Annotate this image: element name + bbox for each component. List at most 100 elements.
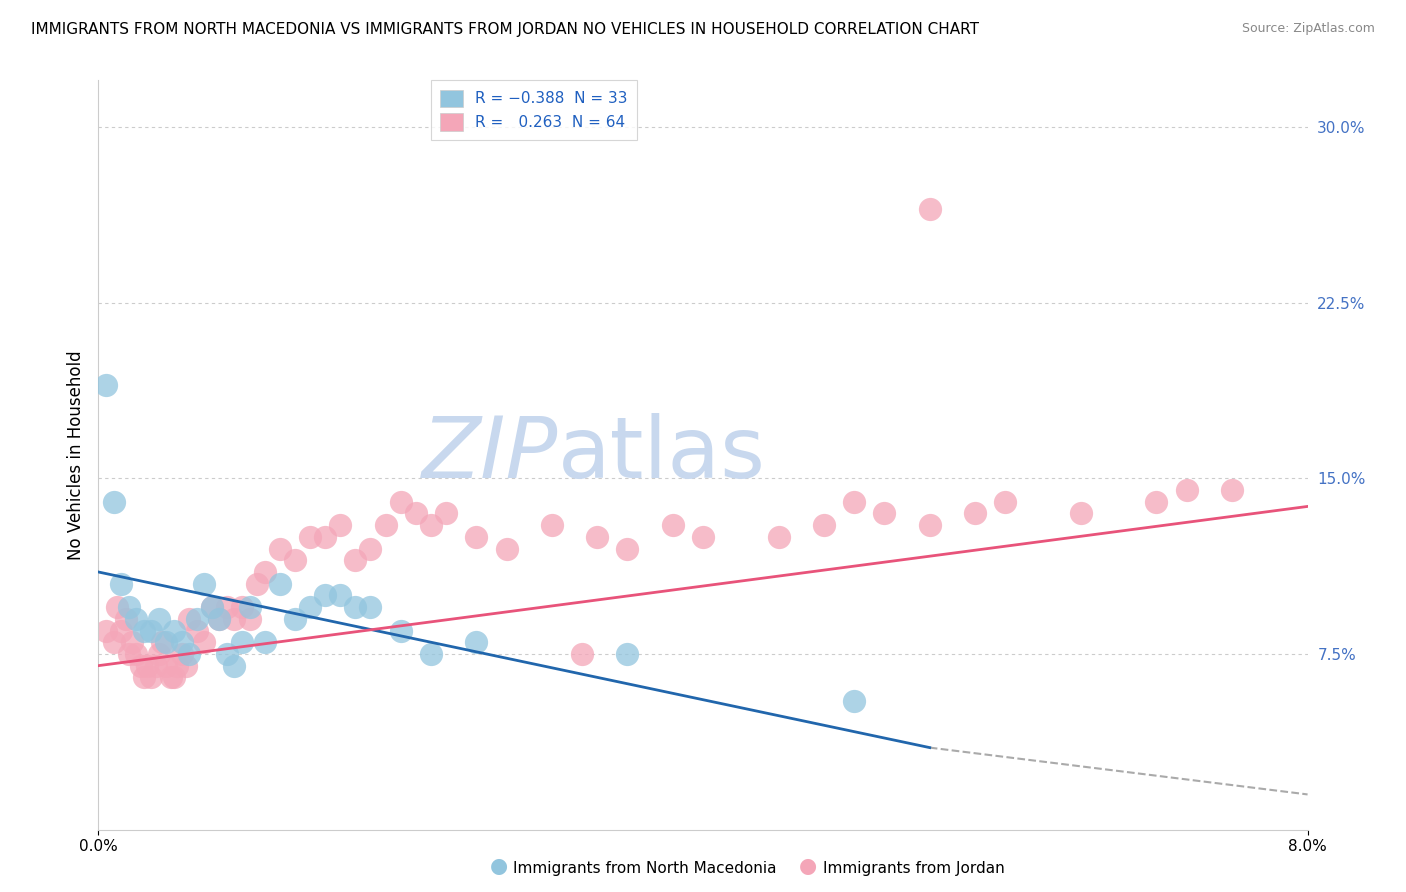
Point: [284, 612, 307, 626]
Point: [132, 670, 155, 684]
Point: [208, 612, 231, 626]
Point: [114, 612, 136, 626]
Y-axis label: No Vehicles in Household: No Vehicles in Household: [66, 350, 84, 560]
Text: Source: ZipAtlas.com: Source: ZipAtlas.com: [1241, 22, 1375, 36]
Point: [179, 647, 201, 661]
Point: [844, 694, 866, 708]
Point: [103, 635, 125, 649]
Point: [540, 518, 562, 533]
Point: [389, 624, 412, 638]
Point: [768, 530, 790, 544]
Point: [148, 647, 170, 661]
Point: [1220, 483, 1243, 497]
Point: [344, 600, 367, 615]
Point: [94, 624, 117, 638]
Point: [193, 635, 215, 649]
Point: [1175, 483, 1198, 497]
Point: [246, 576, 269, 591]
Point: [215, 600, 238, 615]
Point: [253, 635, 276, 649]
Point: [284, 553, 307, 567]
Point: [141, 624, 163, 638]
Point: [344, 553, 367, 567]
Point: [465, 530, 488, 544]
Point: [813, 518, 835, 533]
Point: [94, 377, 117, 392]
Point: [918, 202, 941, 216]
Point: [661, 518, 683, 533]
Text: ●: ●: [800, 856, 817, 876]
Point: [148, 612, 170, 626]
Point: [150, 635, 173, 649]
Point: [269, 541, 291, 556]
Legend: R = −0.388  N = 33, R =  0.263  N = 64: R = −0.388 N = 33, R = 0.263 N = 64: [430, 80, 637, 140]
Point: [170, 635, 193, 649]
Text: IMMIGRANTS FROM NORTH MACEDONIA VS IMMIGRANTS FROM JORDAN NO VEHICLES IN HOUSEHO: IMMIGRANTS FROM NORTH MACEDONIA VS IMMIG…: [31, 22, 979, 37]
Point: [186, 624, 208, 638]
Point: [253, 565, 276, 579]
Point: [434, 507, 457, 521]
Point: [231, 635, 253, 649]
Point: [186, 612, 208, 626]
Point: [125, 612, 148, 626]
Point: [110, 624, 132, 638]
Point: [994, 494, 1017, 508]
Point: [873, 507, 896, 521]
Point: [314, 589, 336, 603]
Point: [329, 589, 352, 603]
Point: [1070, 507, 1092, 521]
Point: [105, 600, 128, 615]
Point: [299, 530, 322, 544]
Point: [193, 576, 215, 591]
Point: [208, 612, 231, 626]
Point: [571, 647, 593, 661]
Point: [360, 600, 382, 615]
Point: [163, 624, 186, 638]
Point: [360, 541, 382, 556]
Point: [201, 600, 224, 615]
Point: [155, 658, 177, 673]
Point: [179, 612, 201, 626]
Point: [616, 647, 638, 661]
Point: [692, 530, 714, 544]
Point: [586, 530, 609, 544]
Point: [163, 670, 186, 684]
Point: [495, 541, 517, 556]
Point: [201, 600, 224, 615]
Point: [844, 494, 866, 508]
Point: [170, 647, 193, 661]
Point: [166, 658, 188, 673]
Point: [215, 647, 238, 661]
Point: [239, 612, 262, 626]
Point: [239, 600, 262, 615]
Point: [121, 635, 143, 649]
Point: [374, 518, 396, 533]
Point: [224, 612, 246, 626]
Point: [174, 658, 197, 673]
Point: [141, 670, 163, 684]
Text: ZIP: ZIP: [422, 413, 558, 497]
Point: [231, 600, 253, 615]
Point: [420, 647, 443, 661]
Point: [135, 658, 157, 673]
Point: [269, 576, 291, 591]
Point: [965, 507, 987, 521]
Point: [405, 507, 427, 521]
Point: [389, 494, 412, 508]
Point: [110, 576, 132, 591]
Point: [616, 541, 638, 556]
Point: [129, 658, 152, 673]
Point: [118, 600, 141, 615]
Point: [160, 670, 183, 684]
Point: [918, 518, 941, 533]
Point: [420, 518, 443, 533]
Point: [1146, 494, 1168, 508]
Point: [145, 658, 167, 673]
Text: atlas: atlas: [558, 413, 766, 497]
Point: [132, 624, 155, 638]
Point: [155, 635, 177, 649]
Point: [299, 600, 322, 615]
Point: [224, 658, 246, 673]
Text: Immigrants from North Macedonia: Immigrants from North Macedonia: [513, 861, 776, 876]
Text: Immigrants from Jordan: Immigrants from Jordan: [823, 861, 1004, 876]
